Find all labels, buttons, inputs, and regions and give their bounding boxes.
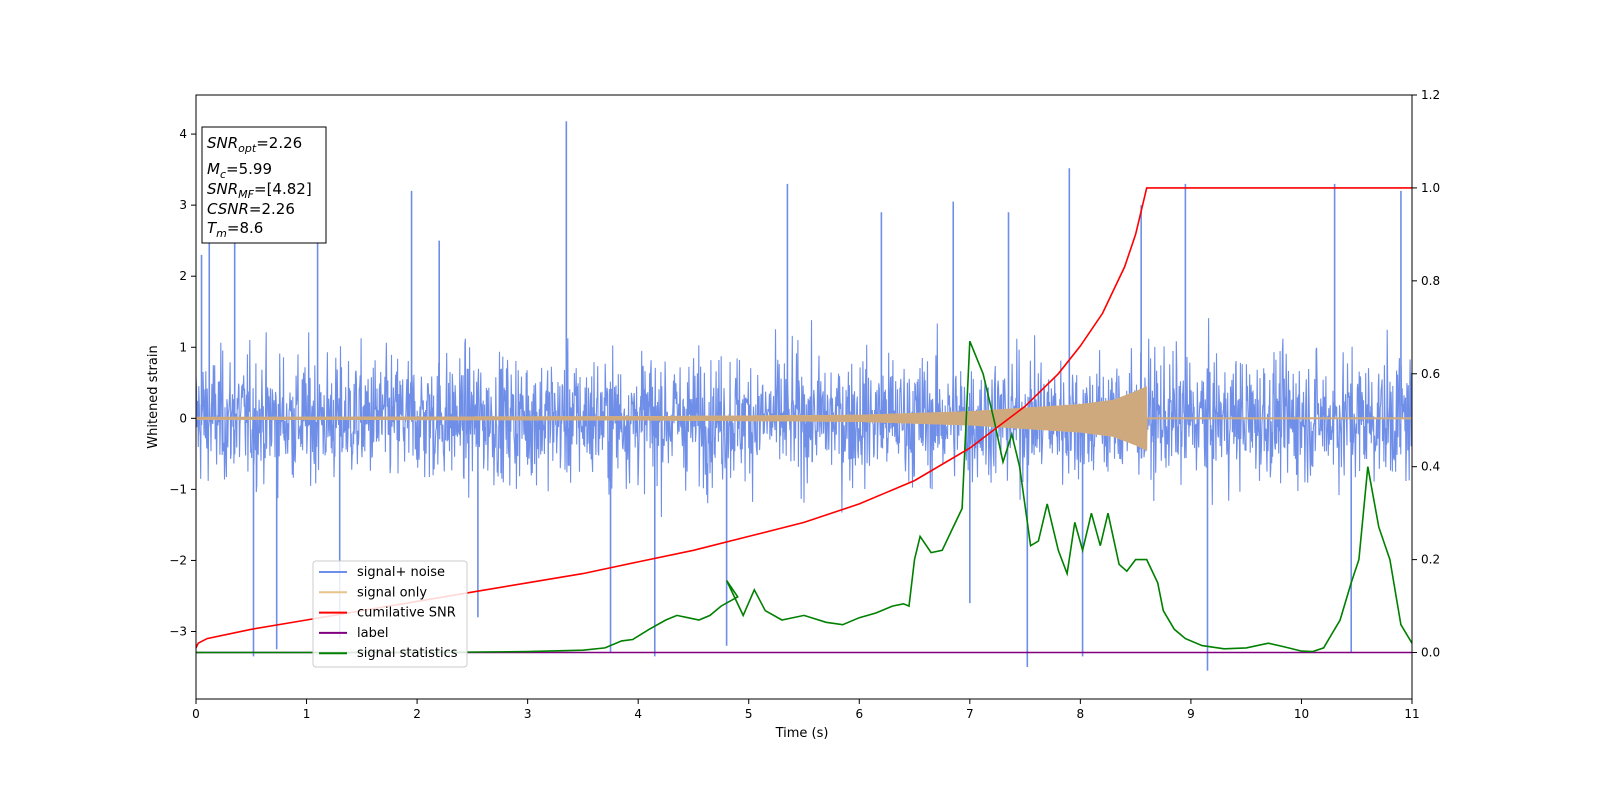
x-tick-label: 2 [413,707,421,721]
y2-tick-label: 1.0 [1421,181,1440,195]
y-tick-label: 2 [179,269,187,283]
csnr-text: CSNR=2.26 [207,200,295,218]
snr-opt-text: SNRopt=2.26 [207,134,302,155]
x-tick-label: 3 [524,707,532,721]
legend-label: signal statistics [357,646,458,661]
x-tick-label: 8 [1077,707,1085,721]
x-tick-label: 0 [192,707,200,721]
x-axis: 0 1 2 3 4 5 6 7 8 9 10 11 [192,699,1420,721]
y-tick-label: 3 [179,198,187,212]
legend: signal+ noise signal only cumilative SNR la… [312,560,468,668]
noise-line [196,318,1412,518]
y-tick-label: −2 [169,553,187,567]
y-tick-label: −3 [169,624,187,638]
signal-only-overlay [196,386,1412,451]
mc-text: Mc=5.99 [207,160,272,181]
y-tick-label: 0 [179,411,187,425]
x-tick-label: 6 [855,707,863,721]
y2-tick-label: 0.6 [1421,367,1440,381]
annotation-box: SNRopt=2.26 Mc=5.99 SNRMF=[4.82] CSNR=2.… [201,126,327,244]
x-tick-label: 4 [634,707,642,721]
y-axis-right: 0.0 0.2 0.4 0.6 0.8 1.0 1.2 [1412,88,1440,660]
x-tick-label: 5 [745,707,753,721]
y2-tick-label: 0.4 [1421,460,1440,474]
y2-tick-label: 1.2 [1421,88,1440,102]
x-axis-label: Time (s) [775,726,829,741]
y-tick-label: 4 [179,127,187,141]
y2-tick-label: 0.0 [1421,646,1440,660]
noise-series [196,121,1412,671]
y2-tick-label: 0.2 [1421,553,1440,567]
legend-label: signal+ noise [357,565,445,580]
y-tick-label: 1 [179,340,187,354]
y-axis-label: Whitened strain [146,345,161,448]
legend-label: cumilative SNR [357,606,456,621]
tm-text: Tm=8.6 [207,219,263,240]
x-tick-label: 10 [1294,707,1309,721]
y-axis-left: −3 −2 −1 0 1 2 3 4 [169,127,196,638]
x-tick-label: 9 [1187,707,1195,721]
x-tick-label: 1 [303,707,311,721]
y-tick-label: −1 [169,482,187,496]
legend-label: label [357,626,388,641]
legend-label: signal only [357,585,427,600]
x-tick-label: 7 [966,707,974,721]
snr-mf-text: SNRMF=[4.82] [207,180,312,201]
signal-series [196,386,1412,451]
y2-tick-label: 0.8 [1421,274,1440,288]
signal-statistics-line [196,340,1412,654]
x-tick-label: 11 [1404,707,1419,721]
plot-frame [195,94,1413,700]
